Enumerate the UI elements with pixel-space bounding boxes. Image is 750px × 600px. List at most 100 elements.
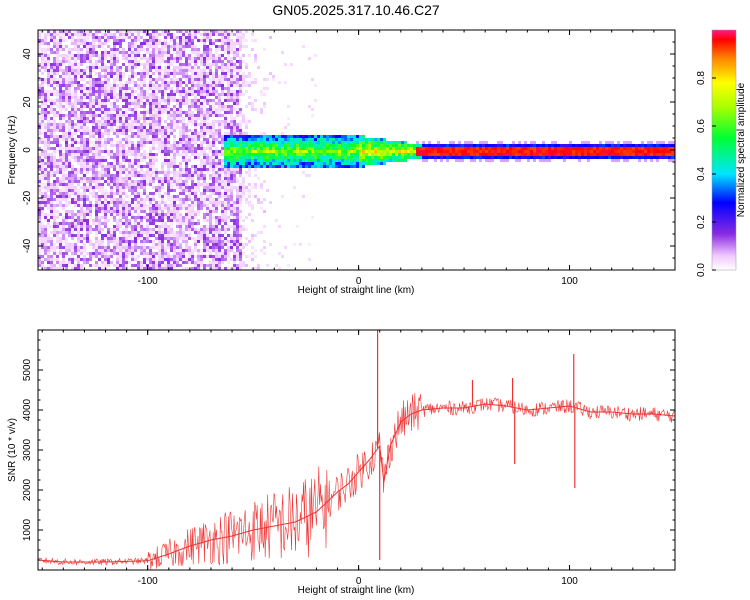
heatmap-cell: [119, 36, 122, 39]
heatmap-cell: [251, 102, 254, 105]
heatmap-cell: [59, 228, 62, 231]
heatmap-cell: [80, 258, 83, 261]
heatmap-cell: [170, 87, 173, 90]
heatmap-cell: [41, 195, 44, 198]
heatmap-cell: [185, 246, 188, 249]
heatmap-cell: [77, 150, 80, 153]
heatmap-cell: [203, 159, 206, 162]
heatmap-cell: [257, 165, 260, 168]
heatmap-cell: [59, 111, 62, 114]
heatmap-cell: [263, 105, 266, 108]
heatmap-cell: [191, 81, 194, 84]
heatmap-cell: [173, 219, 176, 222]
heatmap-cell: [314, 54, 317, 57]
heatmap-cell: [80, 30, 83, 33]
heatmap-cell: [152, 66, 155, 69]
heatmap-cell: [218, 258, 221, 261]
heatmap-cell: [65, 240, 68, 243]
heatmap-cell: [233, 99, 236, 102]
heatmap-cell: [197, 105, 200, 108]
heatmap-cell: [221, 84, 224, 87]
heatmap-cell: [140, 105, 143, 108]
heatmap-cell: [140, 231, 143, 234]
heatmap-cell: [218, 243, 221, 246]
heatmap-cell: [113, 204, 116, 207]
heatmap-cell: [185, 213, 188, 216]
heatmap-cell: [98, 123, 101, 126]
heatmap-cell: [140, 207, 143, 210]
heatmap-cell: [50, 159, 53, 162]
heatmap-cell: [251, 135, 254, 138]
heatmap-cell: [197, 156, 200, 159]
heatmap-cell: [224, 144, 227, 147]
heatmap-cell: [47, 252, 50, 255]
heatmap-cell: [158, 150, 161, 153]
heatmap-cell: [236, 195, 239, 198]
heatmap-cell: [92, 123, 95, 126]
heatmap-cell: [167, 192, 170, 195]
heatmap-cell: [113, 159, 116, 162]
heatmap-cell: [122, 240, 125, 243]
heatmap-cell: [74, 222, 77, 225]
heatmap-cell: [107, 210, 110, 213]
heatmap-cell: [83, 159, 86, 162]
heatmap-cell: [149, 246, 152, 249]
heatmap-cell: [104, 249, 107, 252]
heatmap-cell: [257, 141, 260, 144]
heatmap-cell: [260, 147, 263, 150]
heatmap-cell: [110, 129, 113, 132]
heatmap-cell: [53, 114, 56, 117]
heatmap-cell: [173, 114, 176, 117]
heatmap-cell: [239, 252, 242, 255]
heatmap-cell: [62, 84, 65, 87]
heatmap-cell: [38, 192, 41, 195]
heatmap-cell: [38, 261, 41, 264]
heatmap-cell: [143, 255, 146, 258]
heatmap-cell: [71, 39, 74, 42]
heatmap-cell: [269, 156, 272, 159]
heatmap-cell: [158, 201, 161, 204]
heatmap-cell: [116, 204, 119, 207]
heatmap-cell: [266, 78, 269, 81]
heatmap-cell: [266, 87, 269, 90]
heatmap-cell: [137, 63, 140, 66]
heatmap-cell: [191, 117, 194, 120]
heatmap-cell: [209, 123, 212, 126]
heatmap-cell: [191, 132, 194, 135]
heatmap-cell: [110, 183, 113, 186]
heatmap-cell: [161, 81, 164, 84]
heatmap-cell: [194, 231, 197, 234]
heatmap-cell: [191, 93, 194, 96]
heatmap-cell: [182, 117, 185, 120]
heatmap-cell: [140, 117, 143, 120]
heatmap-cell: [164, 39, 167, 42]
heatmap-cell: [194, 78, 197, 81]
heatmap-cell: [203, 54, 206, 57]
heatmap-cell: [83, 189, 86, 192]
heatmap-cell: [107, 192, 110, 195]
heatmap-cell: [218, 81, 221, 84]
heatmap-cell: [50, 48, 53, 51]
heatmap-cell: [230, 111, 233, 114]
heatmap-cell: [260, 186, 263, 189]
heatmap-cell: [182, 102, 185, 105]
heatmap-cell: [140, 171, 143, 174]
heatmap-cell: [227, 246, 230, 249]
heatmap-cell: [146, 45, 149, 48]
heatmap-cell: [185, 54, 188, 57]
heatmap-cell: [152, 129, 155, 132]
heatmap-cell: [119, 138, 122, 141]
heatmap-cell: [128, 189, 131, 192]
heatmap-cell: [236, 72, 239, 75]
heatmap-cell: [209, 261, 212, 264]
heatmap-cell: [44, 132, 47, 135]
heatmap-cell: [56, 261, 59, 264]
heatmap-cell: [122, 105, 125, 108]
heatmap-cell: [278, 141, 281, 144]
heatmap-cell: [185, 186, 188, 189]
heatmap-cell: [176, 48, 179, 51]
heatmap-cell: [149, 93, 152, 96]
heatmap-cell: [41, 234, 44, 237]
heatmap-cell: [206, 168, 209, 171]
heatmap-cell: [275, 144, 278, 147]
